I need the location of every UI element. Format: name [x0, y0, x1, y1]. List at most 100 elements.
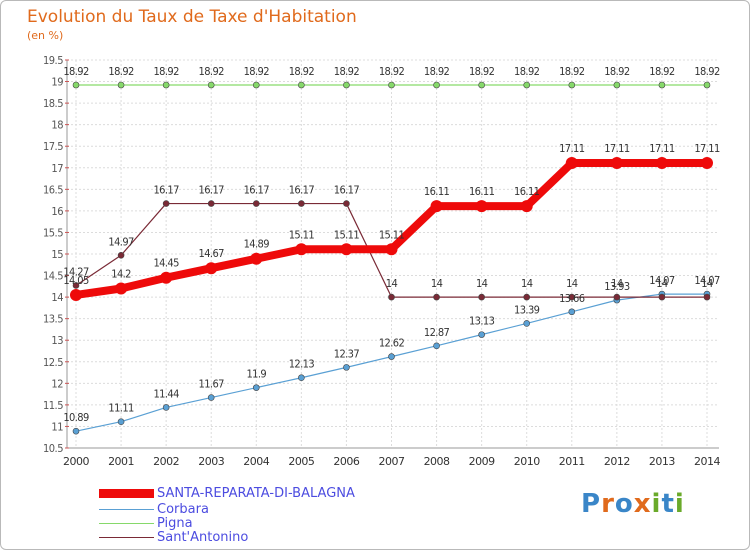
series-point-0: [701, 157, 713, 170]
legend-swatch-pigna: [99, 523, 154, 524]
series-point-1: [388, 353, 395, 360]
series-point-1: [207, 394, 215, 401]
x-tick-label: 2013: [649, 455, 675, 468]
series-point-2: [207, 81, 215, 89]
y-tick-label: 11.5: [43, 399, 63, 412]
data-label-3: 16.17: [199, 184, 225, 197]
data-label-1: 11.44: [153, 387, 179, 400]
data-label-2: 18.92: [289, 65, 315, 78]
x-tick-label: 2001: [108, 455, 134, 468]
data-label-3: 14: [566, 277, 578, 290]
x-tick-label: 2003: [198, 455, 224, 468]
y-tick-label: 13: [51, 334, 63, 347]
x-tick-label: 2006: [333, 455, 359, 468]
series-point-3: [117, 251, 125, 259]
data-label-3: 14: [431, 277, 443, 290]
series-point-1: [252, 384, 260, 391]
data-label-1: 11.11: [108, 402, 134, 415]
series-point-2: [568, 81, 576, 89]
data-label-3: 14: [611, 277, 623, 290]
series-point-2: [162, 81, 170, 89]
series-point-0: [520, 200, 533, 213]
data-label-2: 18.92: [244, 65, 270, 78]
y-tick-label: 15: [51, 248, 63, 261]
legend-swatch-sant-antonino: [99, 537, 154, 538]
data-label-3: 16.17: [153, 184, 179, 197]
data-label-1: 10.89: [63, 411, 89, 424]
data-label-2: 18.92: [559, 65, 585, 78]
data-label-3: 14.27: [63, 265, 89, 278]
series-point-1: [298, 374, 305, 382]
data-label-3: 14: [476, 277, 488, 290]
series-point-2: [433, 81, 440, 89]
legend-label-corbara: Corbara: [157, 502, 209, 517]
x-tick-label: 2002: [153, 455, 179, 468]
chart-subtitle: (en %): [27, 29, 64, 42]
series-point-1: [162, 404, 170, 411]
y-tick-label: 12.5: [43, 356, 63, 369]
x-tick-label: 2010: [514, 455, 540, 468]
data-label-0: 14.05: [63, 274, 89, 287]
series-point-0: [295, 243, 308, 256]
series-point-2: [613, 81, 621, 89]
data-label-1: 13.39: [514, 303, 540, 316]
data-label-2: 18.92: [153, 65, 179, 78]
series-point-2: [298, 81, 305, 89]
series-point-0: [565, 157, 578, 170]
data-label-2: 18.92: [63, 65, 89, 78]
series-point-2: [117, 81, 125, 89]
series-point-3: [252, 200, 260, 207]
series-point-2: [658, 81, 666, 89]
series-point-0: [205, 262, 218, 275]
logo-letter: o: [614, 489, 634, 519]
data-label-2: 18.92: [514, 65, 540, 78]
data-label-3: 14.97: [108, 235, 134, 248]
series-point-3: [207, 200, 215, 207]
series-point-0: [340, 243, 353, 256]
series-point-0: [655, 157, 668, 170]
data-label-1: 12.87: [424, 326, 450, 339]
y-tick-label: 14.5: [43, 270, 63, 283]
series-point-2: [478, 81, 485, 89]
proxiti-logo: Proxiti: [581, 489, 685, 519]
data-label-0: 17.11: [559, 142, 585, 155]
series-point-0: [160, 271, 173, 284]
series-point-1: [433, 342, 440, 350]
y-tick-label: 16: [51, 205, 63, 218]
y-tick-label: 13.5: [43, 313, 63, 326]
data-label-1: 14.07: [694, 274, 720, 287]
data-label-3: 14: [386, 277, 398, 290]
data-label-2: 18.92: [469, 65, 495, 78]
series-point-3: [72, 282, 80, 289]
chart-title: Evolution du Taux de Taxe d'Habitation: [27, 7, 357, 27]
series-point-2: [343, 81, 350, 89]
x-tick-label: 2011: [559, 455, 585, 468]
series-point-1: [568, 308, 576, 316]
legend-swatch-corbara: [99, 509, 154, 510]
y-tick-label: 18.5: [43, 97, 63, 110]
data-label-0: 14.45: [153, 257, 179, 270]
series-point-3: [523, 293, 531, 301]
series-point-2: [523, 81, 531, 89]
data-label-1: 12.62: [379, 337, 405, 350]
data-label-2: 18.92: [379, 65, 405, 78]
data-label-0: 16.11: [514, 185, 540, 198]
y-tick-label: 15.5: [43, 226, 63, 239]
data-label-0: 17.11: [649, 142, 675, 155]
y-tick-label: 19: [51, 76, 63, 89]
series-point-2: [72, 81, 80, 89]
series-point-1: [72, 427, 80, 435]
data-label-1: 12.13: [289, 358, 315, 371]
y-tick-label: 10.5: [43, 442, 63, 455]
data-label-0: 16.11: [424, 185, 450, 198]
series-point-1: [117, 418, 125, 426]
y-tick-label: 12: [51, 377, 63, 390]
data-label-3: 16.17: [334, 184, 360, 197]
y-tick-label: 17: [51, 162, 63, 175]
data-label-3: 16.17: [244, 184, 270, 197]
y-tick-label: 17.5: [43, 140, 63, 153]
x-tick-label: 2009: [469, 455, 495, 468]
series-point-2: [703, 81, 711, 89]
